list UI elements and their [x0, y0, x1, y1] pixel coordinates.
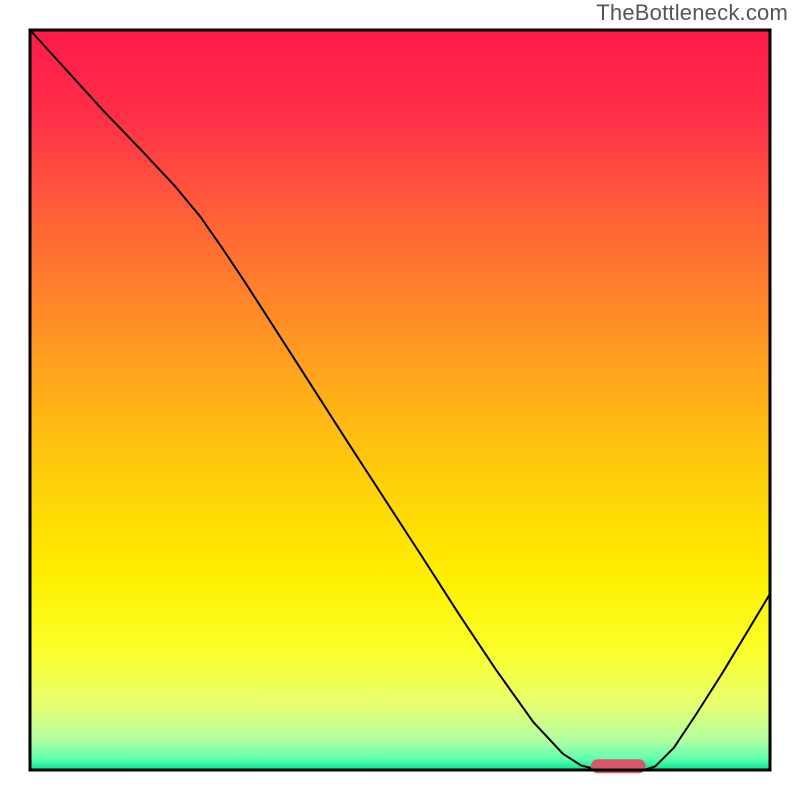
plot-background: [30, 30, 770, 770]
watermark-text: TheBottleneck.com: [596, 0, 788, 26]
chart-svg: [0, 0, 800, 800]
bottleneck-chart: TheBottleneck.com: [0, 0, 800, 800]
